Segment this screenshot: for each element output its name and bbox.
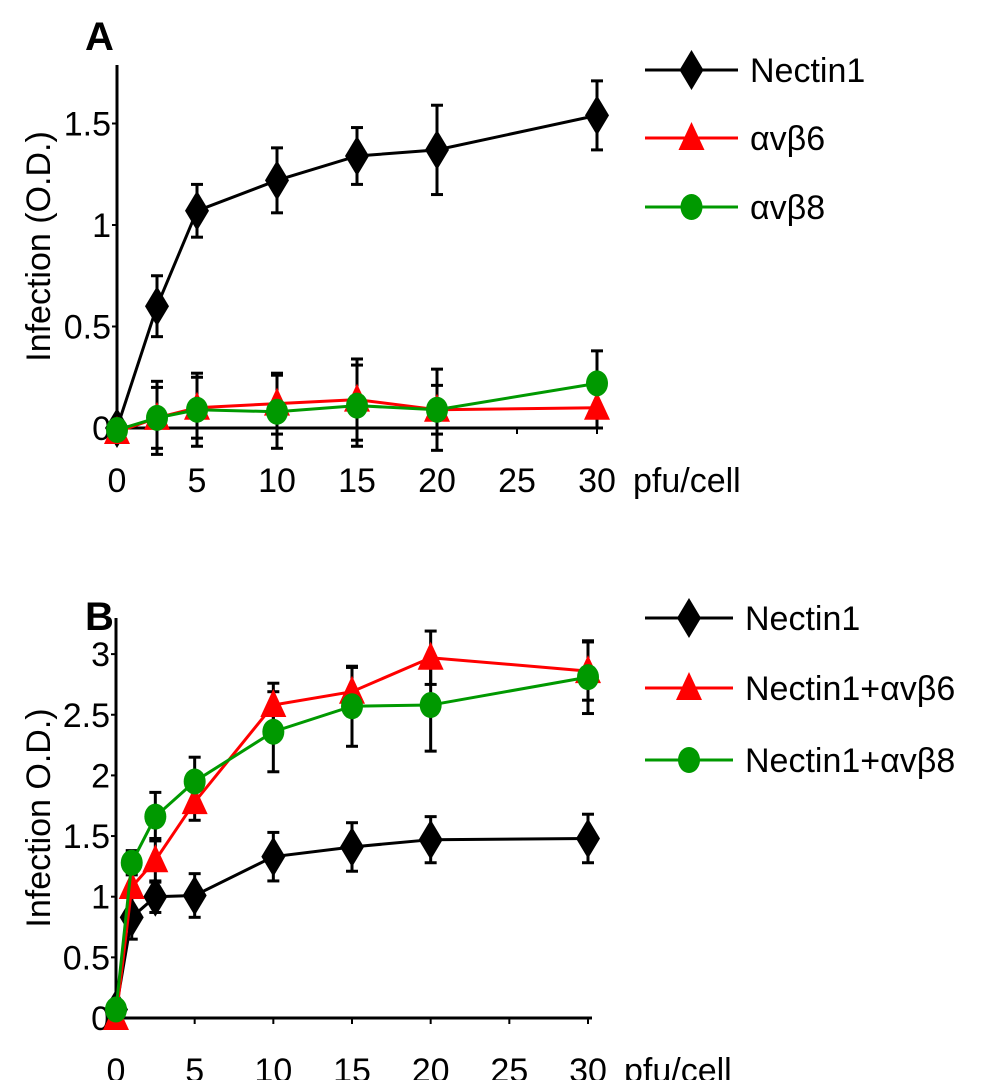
legend-item: Nectin1 bbox=[645, 598, 860, 638]
data-point bbox=[119, 897, 144, 938]
data-point bbox=[346, 392, 368, 419]
y-axis-label: Infection O.D.) bbox=[20, 708, 58, 927]
legend-marker bbox=[677, 598, 701, 638]
series-0 bbox=[104, 818, 600, 1030]
data-point bbox=[144, 803, 167, 830]
data-point bbox=[106, 417, 128, 444]
data-point bbox=[266, 398, 288, 425]
y-tick-label: 0.5 bbox=[64, 309, 111, 347]
data-point bbox=[340, 826, 364, 867]
y-tick-label: 0.5 bbox=[63, 939, 110, 977]
legend-label: αvβ8 bbox=[750, 189, 825, 227]
x-tick-label: 15 bbox=[338, 462, 376, 500]
y-tick-label: 1.5 bbox=[63, 818, 110, 856]
x-tick-label: 20 bbox=[418, 462, 456, 500]
legend-marker bbox=[678, 747, 700, 773]
y-tick-label: 0 bbox=[92, 410, 111, 448]
x-tick-label: 0 bbox=[107, 1052, 126, 1080]
legend-label: Nectin1+αvβ8 bbox=[745, 742, 955, 780]
legend-label: Nectin1 bbox=[750, 52, 865, 90]
y-tick-label: 2.5 bbox=[63, 697, 110, 735]
legend-item: αvβ8 bbox=[645, 189, 825, 227]
y-axis-label: Infection (O.D.) bbox=[20, 131, 58, 362]
data-point bbox=[105, 996, 127, 1023]
panel-B: B0 5 10 15 20 25 30 pfu/cell00.511.522.53Infect… bbox=[20, 595, 955, 1085]
legend-marker bbox=[679, 50, 704, 90]
data-point bbox=[576, 818, 600, 859]
x-tick-label: 25 bbox=[498, 462, 536, 500]
series-0 bbox=[105, 95, 609, 448]
data-point bbox=[418, 819, 443, 860]
legend-item: Nectin1+αvβ6 bbox=[645, 670, 955, 708]
x-tick-label: 5 bbox=[185, 1052, 204, 1080]
data-point bbox=[426, 396, 448, 423]
x-tick-label: 25 bbox=[490, 1052, 528, 1080]
y-tick-label: 1.5 bbox=[64, 106, 111, 144]
data-point bbox=[584, 391, 610, 420]
panel-label: A bbox=[85, 15, 114, 59]
x-tick-label: 30 bbox=[569, 1052, 607, 1080]
data-point bbox=[585, 95, 609, 136]
data-point bbox=[142, 844, 169, 873]
panel-label: B bbox=[85, 595, 114, 639]
x-tick-label: 10 bbox=[254, 1052, 292, 1080]
series-2 bbox=[105, 664, 599, 1023]
x-tick-label: 5 bbox=[188, 462, 207, 500]
data-point bbox=[260, 689, 287, 718]
data-point bbox=[118, 870, 145, 899]
data-point bbox=[417, 641, 444, 670]
data-point bbox=[185, 190, 209, 231]
y-tick-label: 2 bbox=[91, 757, 110, 795]
data-point bbox=[265, 160, 289, 201]
legend-item: αvβ6 bbox=[645, 120, 825, 158]
y-tick-label: 1 bbox=[91, 879, 110, 917]
legend-item: Nectin1 bbox=[645, 50, 865, 90]
x-tick-label: 20 bbox=[412, 1052, 450, 1080]
data-point bbox=[577, 664, 599, 691]
data-point bbox=[345, 135, 369, 176]
y-tick-label: 3 bbox=[91, 636, 110, 674]
data-point bbox=[146, 404, 168, 431]
legend-label: αvβ6 bbox=[750, 120, 825, 158]
legend-marker bbox=[676, 672, 702, 700]
data-point bbox=[120, 849, 143, 876]
data-point bbox=[181, 786, 208, 815]
data-point bbox=[182, 875, 207, 916]
x-axis-label: pfu/cell bbox=[624, 1052, 732, 1080]
legend-marker bbox=[678, 122, 705, 150]
x-tick-label: 30 bbox=[578, 462, 616, 500]
data-point bbox=[262, 718, 285, 745]
data-point bbox=[425, 129, 449, 170]
data-point bbox=[143, 876, 168, 917]
data-point bbox=[586, 370, 608, 397]
data-point bbox=[145, 286, 169, 327]
legend-item: Nectin1+αvβ8 bbox=[645, 742, 955, 780]
data-point bbox=[261, 836, 286, 877]
legend-label: Nectin1+αvβ6 bbox=[745, 670, 955, 708]
data-point bbox=[183, 768, 206, 795]
legend-label: Nectin1 bbox=[745, 600, 860, 638]
series-2 bbox=[106, 370, 608, 444]
x-tick-label: 15 bbox=[333, 1052, 371, 1080]
y-tick-label: 1 bbox=[92, 207, 111, 245]
data-point bbox=[341, 693, 363, 720]
data-point bbox=[419, 692, 442, 719]
x-tick-label: 10 bbox=[258, 462, 296, 500]
x-tick-label: 0 bbox=[108, 462, 127, 500]
legend-marker bbox=[680, 194, 703, 220]
data-point bbox=[186, 396, 208, 423]
x-axis-label: pfu/cell bbox=[633, 462, 741, 500]
